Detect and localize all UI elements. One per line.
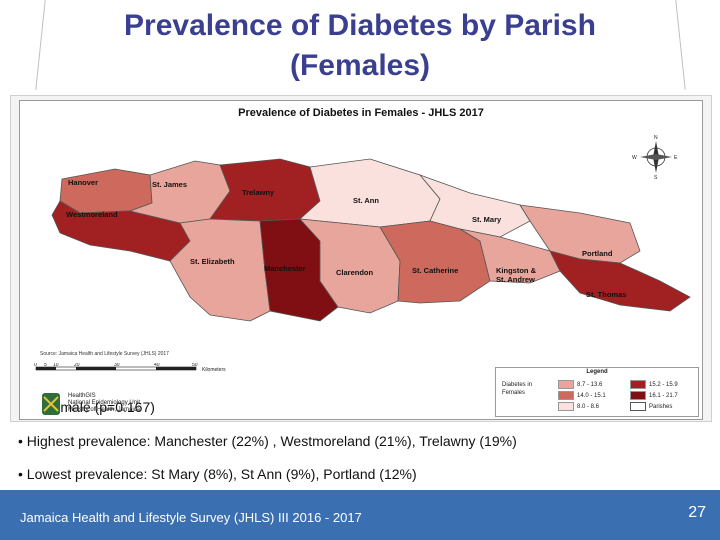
- parish-clarendon: [299, 218, 401, 314]
- label-st-elizabeth: St. Elizabeth: [190, 257, 235, 266]
- legend-item-parishes: Parishes: [630, 402, 672, 411]
- label-clarendon: Clarendon: [336, 268, 374, 277]
- footer-bar: [0, 490, 720, 540]
- page-number: 27: [688, 504, 706, 521]
- label-st-mary: St. Mary: [472, 215, 502, 224]
- scale-tick-0: 0: [34, 363, 37, 368]
- label-manchester: Manchester: [264, 264, 306, 273]
- footer-text: Jamaica Health and Lifestyle Survey (JHL…: [20, 510, 362, 525]
- legend-label-class3: 14.0 - 15.1: [577, 392, 606, 399]
- legend-item-class5: 16.1 - 21.7: [630, 391, 678, 400]
- bullet-list: • Highest prevalence: Manchester (22%) ,…: [18, 432, 708, 498]
- compass-w: W: [632, 155, 637, 161]
- moh-line-2: National Epidemiology Unit: [68, 400, 141, 406]
- label-hanover: Hanover: [68, 178, 98, 187]
- decorative-line-right: [675, 0, 686, 90]
- parish-hanover: [59, 168, 153, 214]
- legend-item-class3: 14.0 - 15.1: [558, 391, 606, 400]
- compass-rose-icon: N S E W: [632, 135, 678, 181]
- slide-title: Prevalence of Diabetes by Parish (Female…: [60, 6, 660, 86]
- scale-tick-4: 30: [114, 363, 120, 368]
- label-st-andrew: St. Andrew: [496, 275, 535, 284]
- legend-item-class1: 8.0 - 8.6: [558, 402, 599, 411]
- legend-swatch-class4: [630, 380, 646, 389]
- legend-swatch-parishes: [630, 402, 646, 411]
- female-p-value-label: Female (p=0.167): [42, 398, 157, 416]
- map-legend: Legend Diabetes in Females 8.0 - 8.6 8.7…: [495, 367, 699, 417]
- decorative-line-left: [35, 0, 46, 90]
- bullet-lowest: • Lowest prevalence: St Mary (8%), St An…: [18, 466, 417, 482]
- legend-label-class1: 8.0 - 8.6: [577, 403, 600, 410]
- legend-item-class4: 15.2 - 15.9: [630, 380, 678, 389]
- label-portland: Portland: [582, 249, 613, 258]
- label-westmoreland: Westmoreland: [66, 210, 118, 219]
- scale-tick-2: 10: [53, 363, 59, 368]
- parish-st-thomas: [549, 250, 691, 312]
- legend-variable-line1: Diabetes in: [502, 382, 533, 388]
- map-source-text: Source: Jamaica Health and Lifestyle Sur…: [40, 351, 169, 357]
- label-kingston: Kingston &: [496, 266, 537, 275]
- slide-title-line1: Prevalence of Diabetes by Parish: [124, 9, 596, 42]
- scale-bar: 0 5 10 20 30 40 50 Kilometers: [34, 362, 234, 384]
- moh-line-1: HealthGIS: [68, 393, 96, 399]
- scale-tick-3: 20: [74, 363, 80, 368]
- label-st-thomas: St. Thomas: [586, 290, 626, 299]
- legend-swatch-class3: [558, 391, 574, 400]
- legend-label-class5: 16.1 - 21.7: [649, 392, 678, 399]
- map-title: Prevalence of Diabetes in Females - JHLS…: [238, 107, 484, 119]
- scale-tick-6: 50: [192, 363, 198, 368]
- parish-kingston-st-andrew: [459, 228, 561, 284]
- parish-st-catherine: [379, 220, 491, 304]
- legend-label-parishes: Parishes: [649, 403, 673, 410]
- label-st-ann: St. Ann: [353, 196, 379, 205]
- moh-line-3: Ministry of Health, Jamaica: [68, 407, 141, 413]
- scale-tick-5: 40: [154, 363, 160, 368]
- legend-swatch-class1: [558, 402, 574, 411]
- coat-of-arms-icon: [42, 393, 60, 415]
- compass-s: S: [654, 175, 658, 181]
- legend-label-class2: 8.7 - 13.6: [577, 381, 603, 388]
- legend-swatch-class5: [630, 391, 646, 400]
- moh-credit: HealthGIS National Epidemiology Unit Min…: [68, 393, 140, 414]
- compass-n: N: [654, 135, 658, 141]
- label-trelawny: Trelawny: [242, 188, 275, 197]
- scale-unit: Kilometers: [202, 367, 226, 373]
- legend-swatch-class2: [558, 380, 574, 389]
- bullet-highest: • Highest prevalence: Manchester (22%) ,…: [18, 433, 517, 449]
- scale-tick-1: 5: [44, 363, 47, 368]
- map-frame: Prevalence of Diabetes in Females - JHLS…: [10, 95, 712, 422]
- compass-e: E: [674, 155, 678, 161]
- legend-variable-line2: Females: [502, 390, 526, 396]
- jamaica-map: Hanover St. James Trelawny St. Ann St. M…: [51, 135, 691, 322]
- slide-title-line2: (Females): [289, 49, 431, 82]
- parish-st-elizabeth: [169, 218, 271, 322]
- legend-variable: Diabetes in Females: [502, 381, 552, 397]
- legend-title: Legend: [586, 369, 608, 375]
- map-panel: Prevalence of Diabetes in Females - JHLS…: [19, 100, 703, 420]
- label-st-james: St. James: [152, 180, 187, 189]
- parish-st-ann: [299, 158, 441, 228]
- label-st-catherine: St. Catherine: [412, 266, 458, 275]
- legend-label-class4: 15.2 - 15.9: [649, 381, 678, 388]
- legend-item-class2: 8.7 - 13.6: [558, 380, 602, 389]
